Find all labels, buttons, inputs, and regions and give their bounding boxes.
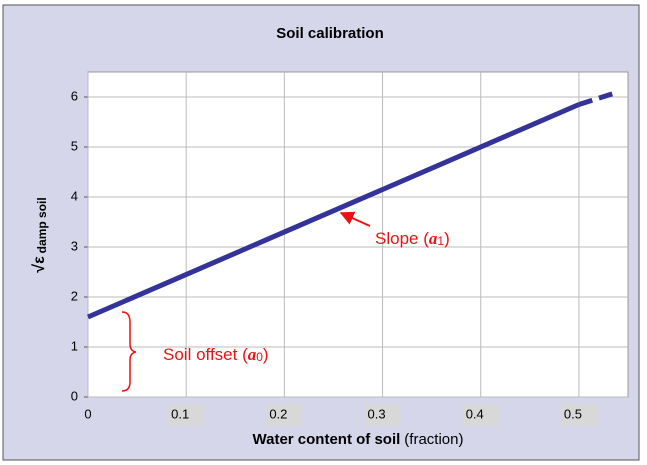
x-tick-label: 0.4 xyxy=(466,406,484,421)
slope-annotation: Slope (a1) xyxy=(375,229,450,249)
y-tick-label: 1 xyxy=(71,338,78,353)
slope-arrow xyxy=(339,211,371,227)
x-tick-label: 0.5 xyxy=(564,406,582,421)
tick-label-bg xyxy=(462,404,499,426)
y-tick-label: 0 xyxy=(71,388,78,403)
y-tick-label: 4 xyxy=(71,188,78,203)
x-tick-label: 0.3 xyxy=(368,406,386,421)
slope-sub: 1 xyxy=(437,234,444,248)
grid xyxy=(84,72,628,398)
tick-label-bg xyxy=(266,404,303,426)
y-axis-label: √ε damp soil xyxy=(31,197,49,272)
offset-symbol: a xyxy=(248,345,257,364)
slope-close: ) xyxy=(444,229,450,248)
offset-sub: 0 xyxy=(256,350,263,364)
x-axis-label: Water content of soil (fraction) xyxy=(253,431,464,448)
line xyxy=(87,102,580,320)
x-tick-label: 0.1 xyxy=(171,406,189,421)
offset-text: Soil offset ( xyxy=(163,345,248,364)
offset-brace xyxy=(121,311,137,392)
tick-label-bg xyxy=(364,404,401,426)
tick-label-bg xyxy=(560,404,597,426)
y-tick-label: 6 xyxy=(71,88,78,103)
slope-symbol: a xyxy=(429,229,438,248)
line xyxy=(578,89,619,107)
marks xyxy=(87,89,619,320)
slope-text: Slope ( xyxy=(375,229,429,248)
plot-area xyxy=(87,71,629,398)
y-label-symbol: √ε xyxy=(31,256,48,273)
x-tick-label: 0.2 xyxy=(269,406,287,421)
tick-label-bg xyxy=(168,404,205,426)
offset-close: ) xyxy=(263,345,269,364)
y-tick-label: 2 xyxy=(71,288,78,303)
y-tick-label: 5 xyxy=(71,138,78,153)
x-label-bold: Water content of soil xyxy=(253,431,401,448)
x-tick-label: 0 xyxy=(84,406,91,421)
chart-title: Soil calibration xyxy=(276,25,384,42)
y-tick-label: 3 xyxy=(71,238,78,253)
y-label-sub: damp soil xyxy=(35,197,49,253)
labels: 0 1 2 3 4 5 6 0 0.1 0.2 0.3 0.4 0.5 xyxy=(71,88,597,426)
offset-annotation: Soil offset (a0) xyxy=(163,345,269,365)
x-label-normal: (fraction) xyxy=(404,431,463,448)
